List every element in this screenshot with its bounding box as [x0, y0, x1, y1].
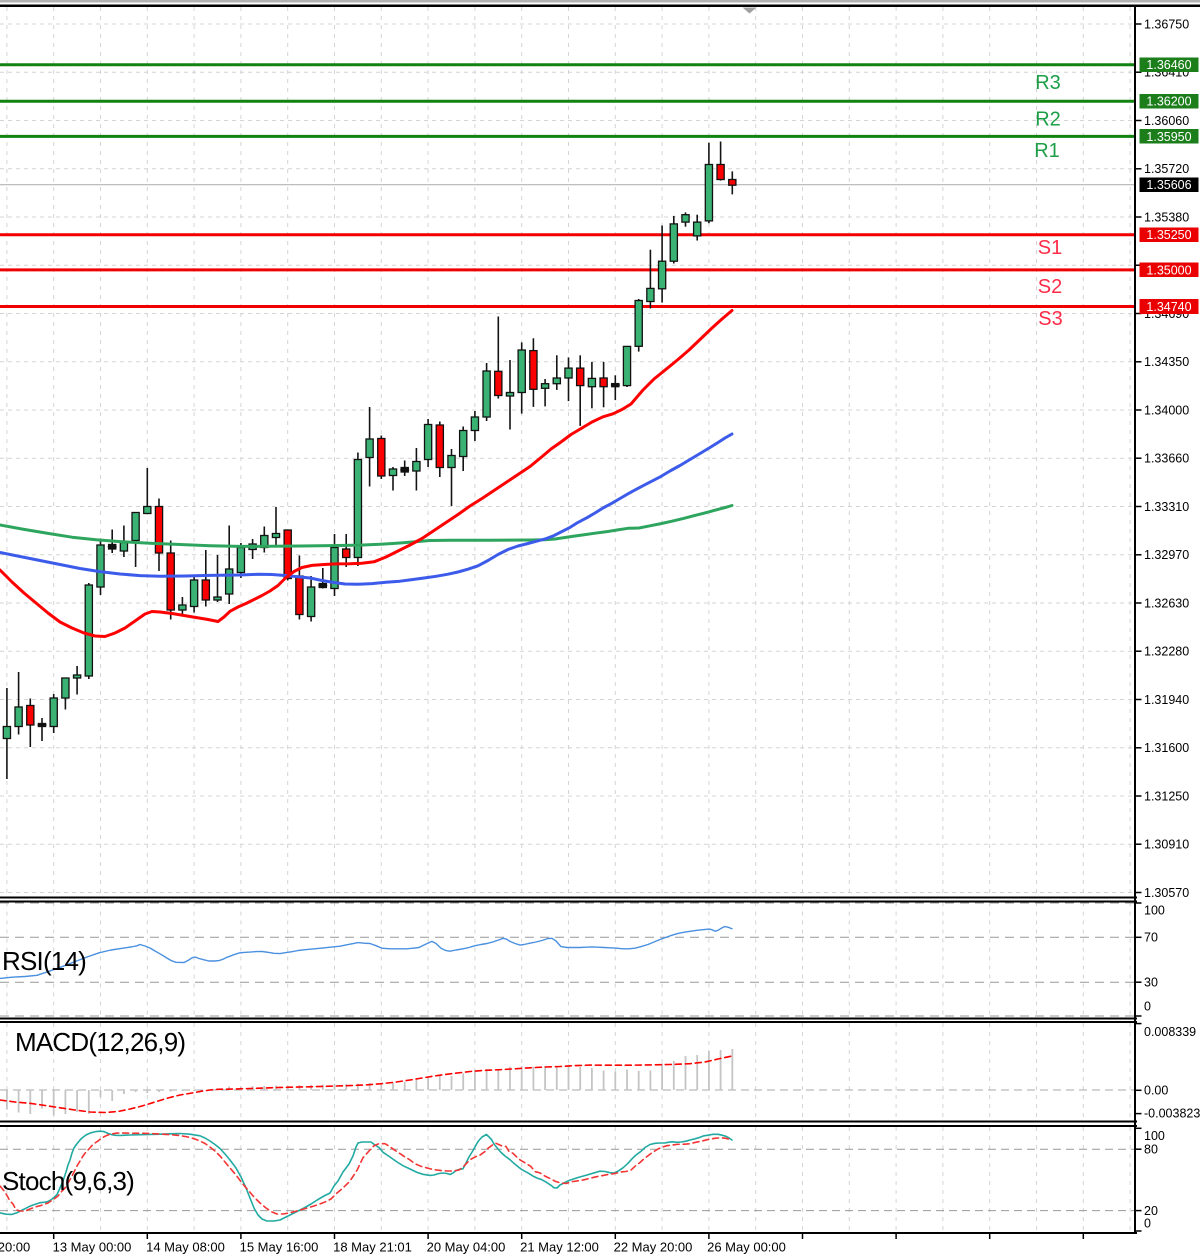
svg-text:0.008339: 0.008339	[1144, 1025, 1196, 1039]
svg-text:1.30570: 1.30570	[1144, 886, 1189, 900]
svg-text:70: 70	[1144, 931, 1158, 945]
svg-text:R1: R1	[1034, 140, 1060, 162]
svg-text:1.35606: 1.35606	[1146, 178, 1191, 192]
svg-text:1.32970: 1.32970	[1144, 548, 1189, 562]
svg-text:1.35950: 1.35950	[1146, 130, 1191, 144]
svg-text:1.36200: 1.36200	[1146, 95, 1191, 109]
svg-text:1.32630: 1.32630	[1144, 596, 1189, 610]
svg-text:18 May 21:01: 18 May 21:01	[333, 1240, 412, 1255]
svg-text:22 May 20:00: 22 May 20:00	[614, 1240, 693, 1255]
svg-text:1.36060: 1.36060	[1144, 114, 1189, 128]
svg-text:1.31600: 1.31600	[1144, 741, 1189, 755]
svg-text:1.31940: 1.31940	[1144, 693, 1189, 707]
svg-text:MACD(12,26,9): MACD(12,26,9)	[15, 1027, 185, 1057]
svg-text:1.35250: 1.35250	[1146, 228, 1191, 242]
svg-text:0.00: 0.00	[1144, 1084, 1168, 1098]
svg-text:26 May 00:00: 26 May 00:00	[707, 1240, 786, 1255]
svg-text:R3: R3	[1035, 72, 1061, 94]
svg-text:1.31250: 1.31250	[1144, 789, 1189, 803]
svg-text:14 May 08:00: 14 May 08:00	[146, 1240, 225, 1255]
svg-text:21 May 12:00: 21 May 12:00	[520, 1240, 599, 1255]
svg-text:100: 100	[1144, 1129, 1165, 1143]
svg-text:1.33660: 1.33660	[1144, 452, 1189, 466]
svg-text:1.32280: 1.32280	[1144, 645, 1189, 659]
svg-text:S2: S2	[1038, 276, 1062, 298]
svg-text:0: 0	[1144, 1217, 1151, 1231]
svg-text:15 May 16:00: 15 May 16:00	[240, 1240, 319, 1255]
svg-text:S3: S3	[1038, 308, 1062, 330]
svg-text:1.35720: 1.35720	[1144, 162, 1189, 176]
svg-text:30: 30	[1144, 976, 1158, 990]
svg-text:S1: S1	[1038, 237, 1062, 259]
svg-text:100: 100	[1144, 904, 1165, 918]
svg-text:13 May 00:00: 13 May 00:00	[53, 1240, 132, 1255]
svg-text:1.30910: 1.30910	[1144, 838, 1189, 852]
svg-text:80: 80	[1144, 1143, 1158, 1157]
svg-text:Stoch(9,6,3): Stoch(9,6,3)	[2, 1166, 134, 1196]
svg-text:1.33310: 1.33310	[1144, 500, 1189, 514]
svg-text:20:00: 20:00	[0, 1240, 30, 1255]
svg-text:20 May 04:00: 20 May 04:00	[427, 1240, 506, 1255]
svg-text:1.35380: 1.35380	[1144, 210, 1189, 224]
svg-text:1.34740: 1.34740	[1146, 300, 1191, 314]
svg-text:0: 0	[1144, 1000, 1151, 1014]
svg-text:1.36750: 1.36750	[1144, 17, 1189, 31]
svg-text:1.35000: 1.35000	[1146, 263, 1191, 277]
svg-text:RSI(14): RSI(14)	[2, 946, 86, 976]
svg-text:-0.003823: -0.003823	[1144, 1107, 1200, 1121]
svg-text:1.36460: 1.36460	[1146, 58, 1191, 72]
svg-text:1.34350: 1.34350	[1144, 355, 1189, 369]
svg-text:20: 20	[1144, 1204, 1158, 1218]
svg-text:1.34000: 1.34000	[1144, 403, 1189, 417]
svg-text:R2: R2	[1035, 108, 1061, 130]
